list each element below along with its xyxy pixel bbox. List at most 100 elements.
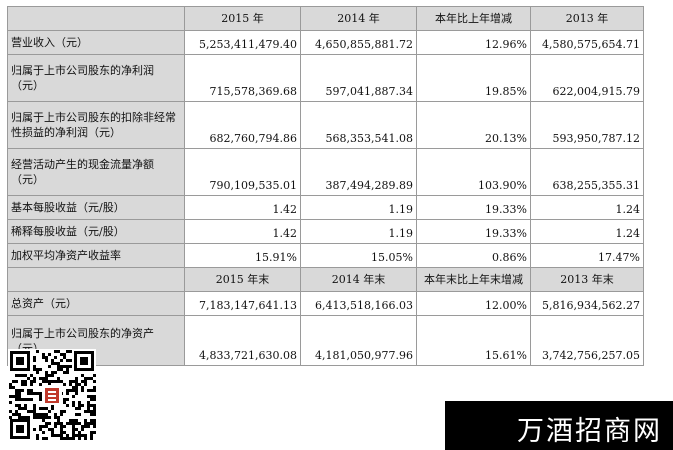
qr-module — [69, 389, 72, 392]
qr-module — [18, 404, 21, 407]
qr-module — [51, 374, 54, 377]
qr-module — [63, 365, 66, 368]
qr-module — [9, 386, 12, 389]
qr-module — [63, 371, 66, 374]
qr-module — [63, 356, 66, 359]
table-header-row: 2015 年 2014 年本年比上年增减 2013 年 — [7, 6, 644, 31]
qr-module — [84, 422, 87, 425]
qr-module — [24, 407, 27, 410]
qr-module — [18, 389, 21, 392]
qr-module — [75, 434, 78, 437]
qr-module — [33, 368, 36, 371]
qr-module — [93, 398, 96, 401]
value-cell: 622,004,915.79 — [530, 54, 644, 102]
qr-module — [63, 353, 66, 356]
value-cell: 19.85% — [416, 54, 531, 102]
qr-module — [30, 383, 33, 386]
row-label: 稀释每股收益（元/股） — [7, 219, 185, 244]
qr-module — [27, 377, 30, 380]
qr-module — [51, 431, 54, 434]
qr-module — [66, 371, 69, 374]
qr-module — [18, 413, 21, 416]
qr-module — [81, 374, 84, 377]
qr-module — [69, 422, 72, 425]
value-cell: 1.24 — [530, 219, 644, 244]
qr-module — [54, 422, 57, 425]
qr-module — [75, 413, 78, 416]
qr-module — [21, 398, 24, 401]
qr-module — [36, 350, 39, 353]
qr-module — [33, 365, 36, 368]
qr-module — [60, 410, 63, 413]
qr-module — [87, 389, 90, 392]
qr-module — [84, 425, 87, 428]
qr-module — [51, 380, 54, 383]
qr-module — [81, 380, 84, 383]
qr-module — [93, 431, 96, 434]
table-row: 营业收入（元） 5,253,411,479.40 4,650,855,881.72 1… — [7, 30, 644, 55]
value-cell: 593,950,787.12 — [530, 101, 644, 149]
row-label: 归属于上市公司股东的扣除非经常性损益的净利润（元） — [7, 101, 185, 149]
qr-module — [54, 413, 57, 416]
qr-module — [39, 383, 42, 386]
qr-module — [33, 428, 36, 431]
qr-module — [54, 380, 57, 383]
qr-module — [27, 410, 30, 413]
qr-module — [39, 395, 42, 398]
qr-module — [72, 395, 75, 398]
qr-module — [48, 353, 51, 356]
row-label: 归属于上市公司股东的净利润（元） — [7, 54, 185, 102]
qr-module — [72, 380, 75, 383]
value-cell: 15.05% — [300, 243, 417, 268]
qr-module — [36, 368, 39, 371]
qr-module — [60, 368, 63, 371]
qr-module — [72, 401, 75, 404]
qr-module — [66, 350, 69, 353]
qr-module — [48, 428, 51, 431]
qr-module — [60, 428, 63, 431]
value-cell: 15.61% — [416, 315, 531, 366]
qr-module — [45, 422, 48, 425]
qr-module — [78, 404, 81, 407]
value-cell: 15.91% — [184, 243, 301, 268]
qr-module — [84, 437, 87, 440]
qr-module — [69, 359, 72, 362]
value-cell: 6,413,518,166.03 — [300, 291, 417, 316]
qr-module — [93, 374, 96, 377]
qr-module — [21, 416, 24, 419]
qr-module — [60, 353, 63, 356]
table-row: 稀释每股收益（元/股） 1.42 1.19 19.33% 1.24 — [7, 219, 644, 244]
qr-module — [78, 407, 81, 410]
value-cell: 790,109,535.01 — [184, 148, 301, 196]
qr-module — [75, 386, 78, 389]
qr-module — [30, 410, 33, 413]
qr-module — [90, 434, 93, 437]
qr-module — [48, 416, 51, 419]
qr-module — [51, 407, 54, 410]
qr-module — [75, 392, 78, 395]
value-cell: 638,255,355.31 — [530, 148, 644, 196]
qr-module — [48, 380, 51, 383]
qr-module — [27, 416, 30, 419]
qr-module — [63, 431, 66, 434]
qr-module — [39, 377, 42, 380]
qr-module — [87, 422, 90, 425]
qr-module — [51, 371, 54, 374]
value-cell: 4,580,575,654.71 — [530, 30, 644, 55]
qr-module — [51, 362, 54, 365]
watermark-banner: 万酒招商网 — [445, 401, 673, 450]
qr-module — [15, 395, 18, 398]
qr-module — [75, 419, 78, 422]
table-row: 归属于上市公司股东的扣除非经常性损益的净利润（元） 682,760,794.86 5… — [7, 101, 644, 149]
qr-module — [87, 410, 90, 413]
qr-module — [93, 407, 96, 410]
qr-module — [87, 395, 90, 398]
qr-module — [81, 425, 84, 428]
qr-module — [45, 356, 48, 359]
qr-module — [33, 404, 36, 407]
qr-module — [60, 365, 63, 368]
qr-module — [60, 413, 63, 416]
qr-module — [87, 407, 90, 410]
qr-module — [18, 407, 21, 410]
qr-module — [69, 350, 72, 353]
